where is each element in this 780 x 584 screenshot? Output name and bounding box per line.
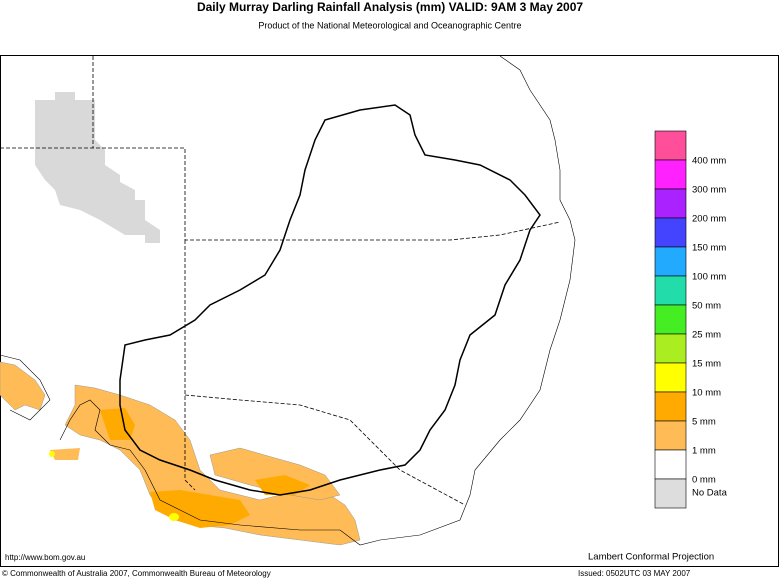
legend-label: 200 mm [692,214,726,225]
legend-swatch [654,217,687,248]
basin-boundary [119,104,541,496]
rain-area [209,447,341,501]
legend-label: 100 mm [692,272,726,283]
legend-label: 1 mm [692,446,716,457]
legend-swatch [654,275,687,306]
rain-area [255,475,310,495]
legend-label: No Data [692,488,728,499]
legend-swatch [654,304,687,335]
legend-label: 15 mm [692,359,721,370]
title: Daily Murray Darling Rainfall Analysis (… [197,0,583,14]
legend-swatch [654,362,687,393]
legend-swatch [654,420,687,451]
legend-label: 150 mm [692,243,726,254]
copyright: © Commonwealth of Australia 2007, Common… [2,569,271,578]
legend-swatch [654,159,687,190]
legend-label: 25 mm [692,330,721,341]
legend-swatch [654,188,687,219]
subtitle: Product of the National Meteorological a… [258,20,521,30]
legend-swatch [654,478,687,509]
legend-label: 0 mm [692,475,716,486]
legend-swatch [654,449,687,480]
legend-label: 400 mm [692,156,726,167]
legend-swatch [654,130,687,161]
legend-label: 5 mm [692,417,716,428]
rain-area [0,361,46,411]
legend-swatch [654,391,687,422]
no-data-area [35,92,160,243]
url: http://www.bom.gov.au [5,553,85,562]
rain-area [49,451,55,457]
legend-swatch [654,333,687,364]
border [0,147,561,241]
map-frame [0,55,779,567]
border [184,240,196,491]
coastline [0,55,576,546]
legend-label: 50 mm [692,301,721,312]
legend-label: 300 mm [692,185,726,196]
legend-swatch [654,246,687,277]
border [184,394,466,506]
projection: Lambert Conformal Projection [588,552,714,563]
rain-area [169,513,179,521]
issued: Issued: 0502UTC 03 MAY 2007 [578,569,691,578]
legend: 400 mm 300 mm 200 mm 150 mm 100 mm 50 mm 25 mm… [654,130,728,509]
rain-area [50,448,80,460]
legend-label: 10 mm [692,388,721,399]
map [0,55,576,546]
